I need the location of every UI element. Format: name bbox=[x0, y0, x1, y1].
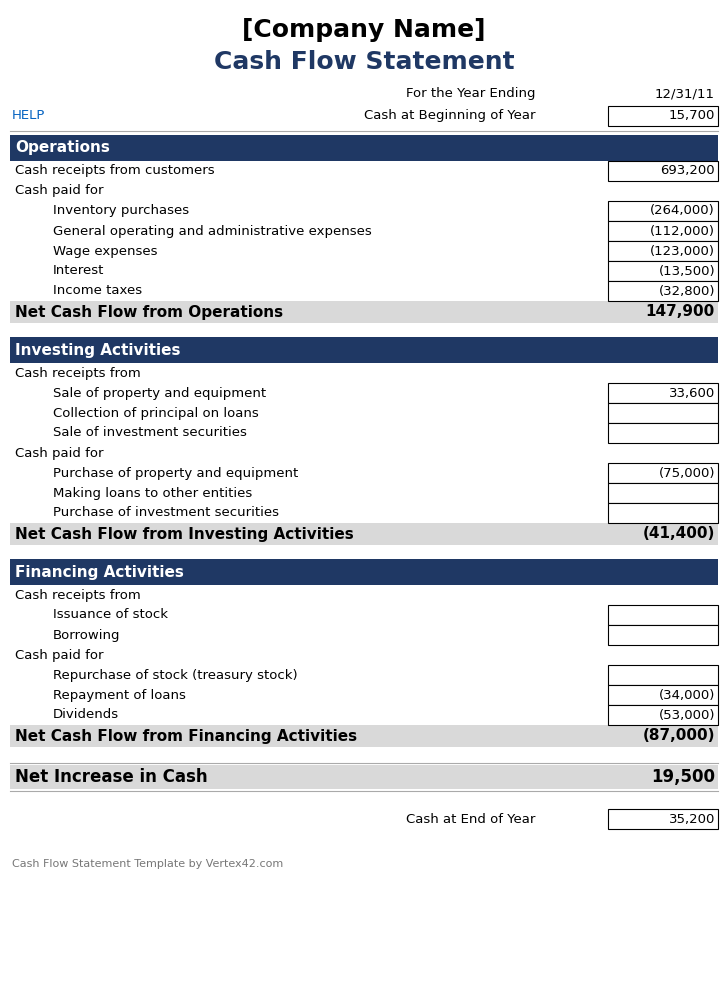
Text: [Company Name]: [Company Name] bbox=[242, 18, 486, 42]
Text: 12/31/11: 12/31/11 bbox=[655, 88, 715, 101]
Bar bbox=[608, 161, 718, 181]
Text: Cash at End of Year: Cash at End of Year bbox=[405, 813, 535, 826]
Text: Borrowing: Borrowing bbox=[53, 628, 121, 641]
Bar bbox=[608, 403, 718, 423]
Text: 35,200: 35,200 bbox=[668, 813, 715, 826]
Text: 147,900: 147,900 bbox=[646, 304, 715, 319]
Text: (87,000): (87,000) bbox=[643, 729, 715, 744]
Bar bbox=[608, 281, 718, 301]
Text: (41,400): (41,400) bbox=[643, 526, 715, 541]
Text: Purchase of property and equipment: Purchase of property and equipment bbox=[53, 467, 298, 480]
Text: Financing Activities: Financing Activities bbox=[15, 564, 184, 579]
Text: Cash Flow Statement Template by Vertex42.com: Cash Flow Statement Template by Vertex42… bbox=[12, 859, 283, 869]
Bar bbox=[10, 559, 718, 585]
Text: Investing Activities: Investing Activities bbox=[15, 343, 181, 358]
Bar bbox=[608, 241, 718, 261]
Bar bbox=[608, 201, 718, 221]
Text: Cash paid for: Cash paid for bbox=[15, 648, 103, 661]
Text: Cash at Beginning of Year: Cash at Beginning of Year bbox=[363, 110, 535, 123]
Bar bbox=[10, 765, 718, 789]
Text: Net Cash Flow from Investing Activities: Net Cash Flow from Investing Activities bbox=[15, 526, 354, 541]
Text: Inventory purchases: Inventory purchases bbox=[53, 204, 189, 217]
Text: 693,200: 693,200 bbox=[660, 165, 715, 177]
Bar bbox=[608, 685, 718, 705]
Bar bbox=[608, 221, 718, 241]
Text: Net Increase in Cash: Net Increase in Cash bbox=[15, 768, 207, 786]
Text: Cash receipts from: Cash receipts from bbox=[15, 367, 141, 380]
Text: Sale of investment securities: Sale of investment securities bbox=[53, 427, 247, 440]
Bar bbox=[608, 625, 718, 645]
Text: Wage expenses: Wage expenses bbox=[53, 244, 157, 257]
Bar bbox=[10, 725, 718, 747]
Bar bbox=[608, 705, 718, 725]
Text: Dividends: Dividends bbox=[53, 709, 119, 722]
Text: General operating and administrative expenses: General operating and administrative exp… bbox=[53, 224, 372, 237]
Bar bbox=[608, 605, 718, 625]
Text: (13,500): (13,500) bbox=[658, 264, 715, 277]
Text: (32,800): (32,800) bbox=[659, 284, 715, 297]
Bar bbox=[608, 261, 718, 281]
Text: Net Cash Flow from Operations: Net Cash Flow from Operations bbox=[15, 304, 283, 319]
Bar bbox=[10, 135, 718, 161]
Text: Issuance of stock: Issuance of stock bbox=[53, 608, 168, 621]
Text: (123,000): (123,000) bbox=[650, 244, 715, 257]
Bar bbox=[608, 809, 718, 829]
Text: Cash paid for: Cash paid for bbox=[15, 184, 103, 197]
Text: (75,000): (75,000) bbox=[659, 467, 715, 480]
Text: Net Cash Flow from Financing Activities: Net Cash Flow from Financing Activities bbox=[15, 729, 357, 744]
Text: Making loans to other entities: Making loans to other entities bbox=[53, 487, 252, 499]
Bar bbox=[608, 106, 718, 126]
Text: Cash receipts from: Cash receipts from bbox=[15, 588, 141, 601]
Bar bbox=[608, 665, 718, 685]
Text: Cash receipts from customers: Cash receipts from customers bbox=[15, 165, 215, 177]
Bar bbox=[10, 337, 718, 363]
Text: Purchase of investment securities: Purchase of investment securities bbox=[53, 506, 279, 519]
Bar bbox=[10, 523, 718, 545]
Bar bbox=[608, 503, 718, 523]
Text: 19,500: 19,500 bbox=[651, 768, 715, 786]
Text: For the Year Ending: For the Year Ending bbox=[405, 88, 535, 101]
Text: Repayment of loans: Repayment of loans bbox=[53, 689, 186, 702]
Bar bbox=[608, 463, 718, 483]
Bar bbox=[10, 301, 718, 323]
Text: (34,000): (34,000) bbox=[659, 689, 715, 702]
Text: (264,000): (264,000) bbox=[650, 204, 715, 217]
Text: Income taxes: Income taxes bbox=[53, 284, 142, 297]
Text: (53,000): (53,000) bbox=[659, 709, 715, 722]
Text: Cash Flow Statement: Cash Flow Statement bbox=[214, 50, 514, 74]
Text: Collection of principal on loans: Collection of principal on loans bbox=[53, 407, 258, 420]
Text: HELP: HELP bbox=[12, 110, 45, 123]
Text: Sale of property and equipment: Sale of property and equipment bbox=[53, 387, 266, 400]
Text: 15,700: 15,700 bbox=[668, 110, 715, 123]
Text: Operations: Operations bbox=[15, 141, 110, 156]
Bar bbox=[608, 423, 718, 443]
Text: Repurchase of stock (treasury stock): Repurchase of stock (treasury stock) bbox=[53, 669, 298, 682]
Text: Cash paid for: Cash paid for bbox=[15, 447, 103, 460]
Text: 33,600: 33,600 bbox=[669, 387, 715, 400]
Bar bbox=[608, 383, 718, 403]
Bar bbox=[608, 483, 718, 503]
Text: (112,000): (112,000) bbox=[650, 224, 715, 237]
Text: Interest: Interest bbox=[53, 264, 104, 277]
